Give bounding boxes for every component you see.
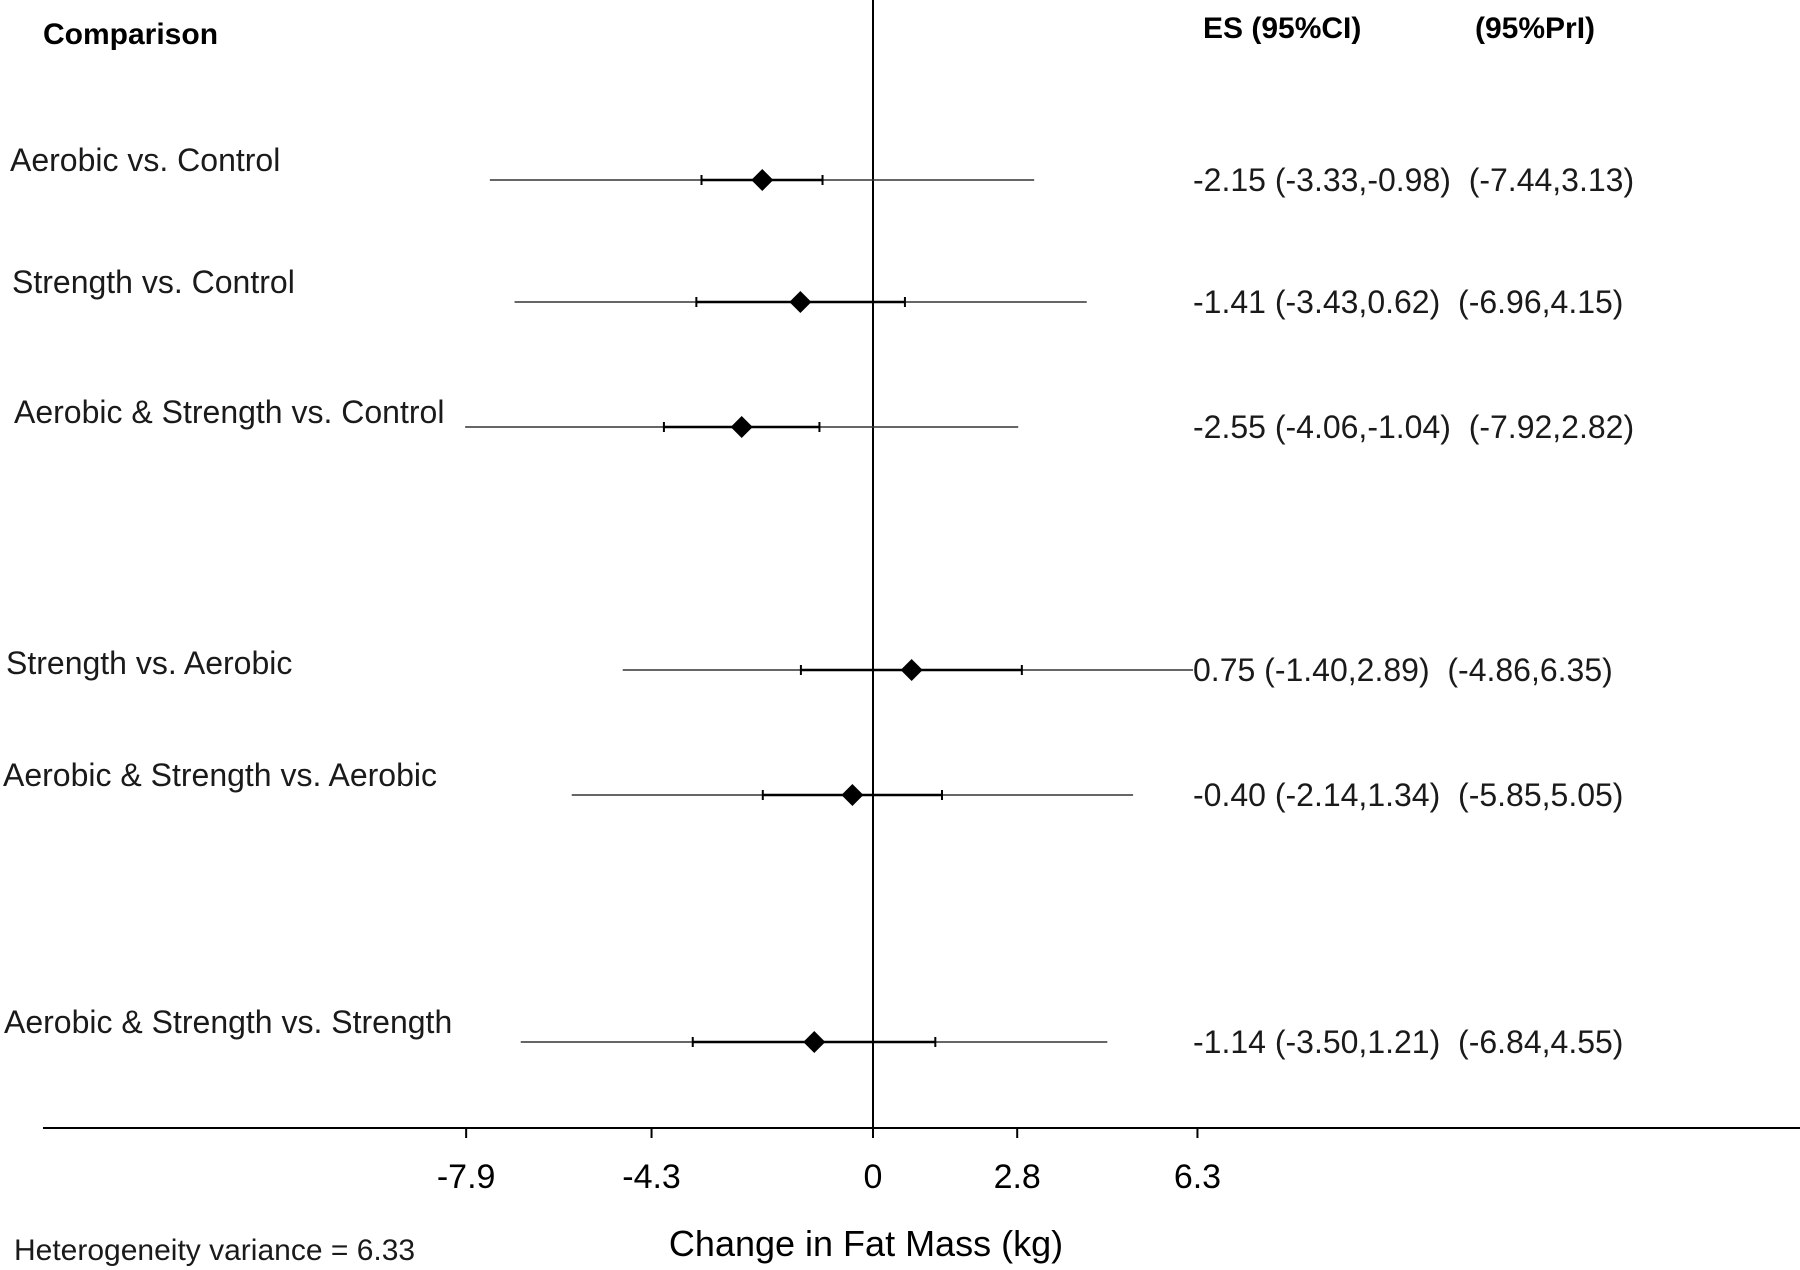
x-tick-label: -4.3 xyxy=(622,1158,681,1196)
heterogeneity-note: Heterogeneity variance = 6.33 xyxy=(14,1234,415,1267)
header-comparison: Comparison xyxy=(43,18,218,51)
forest-row: Aerobic & Strength vs. Control -2.55 (-4.… xyxy=(14,394,1634,445)
row-label: Aerobic & Strength vs. Strength xyxy=(4,1004,452,1040)
effect-size-point xyxy=(900,659,923,681)
header-pri: (95%PrI) xyxy=(1475,12,1595,45)
forest-row: Strength vs. Aerobic 0.75 (-1.40,2.89) (-… xyxy=(6,645,1613,688)
row-estimate-text: -0.40 (-2.14,1.34) (-5.85,5.05) xyxy=(1193,777,1623,813)
row-estimate-text: -1.41 (-3.43,0.62) (-6.96,4.15) xyxy=(1193,284,1623,320)
row-estimate-text: -1.14 (-3.50,1.21) (-6.84,4.55) xyxy=(1193,1024,1623,1060)
x-axis-title: Change in Fat Mass (kg) xyxy=(669,1223,1063,1264)
row-label: Aerobic vs. Control xyxy=(10,142,280,178)
row-estimate-text: -2.55 (-4.06,-1.04) (-7.92,2.82) xyxy=(1193,409,1634,445)
x-tick-label: -7.9 xyxy=(437,1158,496,1196)
forest-row: Aerobic vs. Control -2.15 (-3.33,-0.98) (… xyxy=(10,142,1634,198)
row-estimate-text: 0.75 (-1.40,2.89) (-4.86,6.35) xyxy=(1193,652,1613,688)
effect-size-point xyxy=(751,169,774,191)
effect-size-point xyxy=(789,291,812,313)
effect-size-point xyxy=(730,416,753,438)
x-tick-label: 2.8 xyxy=(994,1158,1041,1196)
x-axis-ticks: -7.9 -4.3 0 2.8 6.3 xyxy=(437,1128,1221,1196)
effect-size-point xyxy=(803,1031,826,1053)
forest-row: Aerobic & Strength vs. Strength -1.14 (-3… xyxy=(4,1004,1623,1060)
x-tick-label: 6.3 xyxy=(1174,1158,1221,1196)
row-label: Strength vs. Aerobic xyxy=(6,645,292,681)
row-label: Aerobic & Strength vs. Control xyxy=(14,394,444,430)
header-es-ci: ES (95%CI) xyxy=(1203,12,1361,45)
forest-rows: Aerobic vs. Control -2.15 (-3.33,-0.98) (… xyxy=(3,142,1634,1060)
row-estimate-text: -2.15 (-3.33,-0.98) (-7.44,3.13) xyxy=(1193,162,1634,198)
row-label: Strength vs. Control xyxy=(12,264,295,300)
forest-row: Strength vs. Control -1.41 (-3.43,0.62) (… xyxy=(12,264,1623,320)
x-tick-label: 0 xyxy=(864,1158,883,1196)
forest-row: Aerobic & Strength vs. Aerobic -0.40 (-2.… xyxy=(3,757,1623,813)
effect-size-point xyxy=(841,784,864,806)
row-label: Aerobic & Strength vs. Aerobic xyxy=(3,757,437,793)
